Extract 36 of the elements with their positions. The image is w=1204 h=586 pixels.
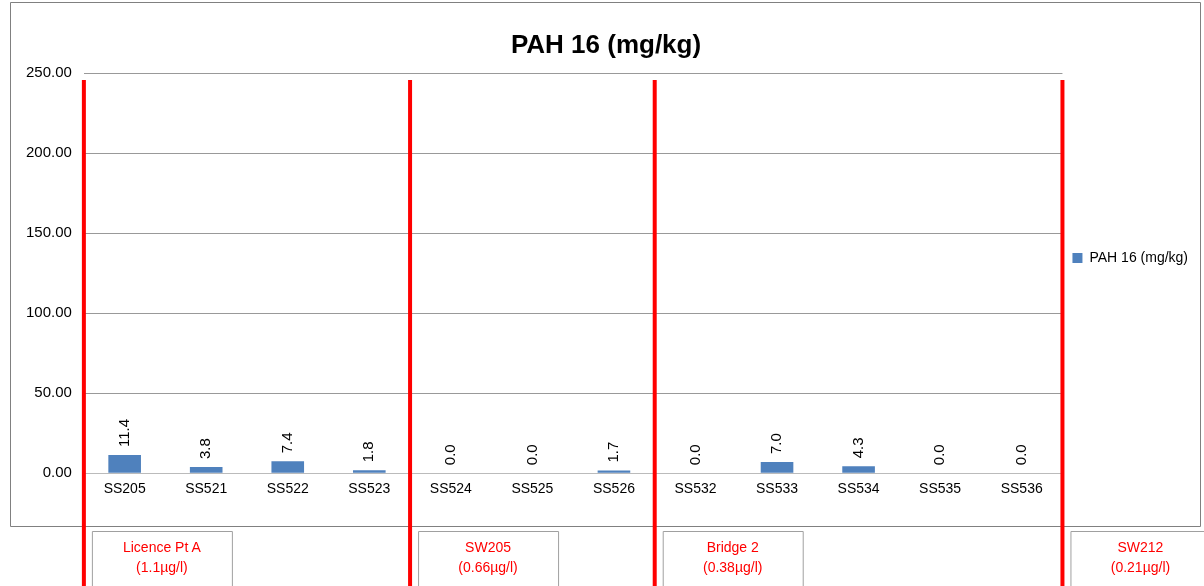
y-tick-label: 250.00 (25, 63, 72, 81)
data-label: 0.0 (522, 444, 540, 466)
x-tick-label: SS522 (266, 480, 309, 497)
y-tick-label: 150.00 (25, 223, 72, 241)
y-tick-label: 100.00 (25, 303, 72, 321)
x-tick-label: SS205 (103, 480, 146, 497)
y-tick-label: 0.00 (42, 463, 72, 481)
text: SW212 (0.21µg/l) (1110, 538, 1171, 575)
legend-label: PAH 16 (mg/kg) (1089, 248, 1188, 265)
text: Licence Pt A (1.1µg/l) (122, 538, 202, 575)
data-label: 1.8 (359, 441, 377, 463)
x-tick-label: SS534 (837, 480, 880, 497)
data-label: 0.0 (685, 444, 703, 466)
x-tick-label: SS535 (919, 480, 962, 497)
data-label: 4.3 (848, 437, 866, 459)
x-tick-label: SS523 (348, 480, 391, 497)
data-label: 7.0 (767, 433, 785, 454)
text: Bridge 2 (0.38µg/l) (703, 538, 763, 575)
data-label: 7.4 (277, 432, 295, 454)
x-tick-label: SS533 (756, 480, 799, 497)
x-tick-label: SS525 (511, 480, 554, 497)
x-tick-label: SS526 (592, 480, 636, 497)
y-tick-label: 50.00 (34, 383, 72, 401)
x-tick-label: SS524 (429, 480, 473, 497)
chart-title: PAH 16 (mg/kg) (510, 28, 702, 59)
data-label: 1.7 (604, 441, 622, 463)
data-label: 0.0 (930, 444, 948, 466)
x-tick-label: SS532 (674, 480, 717, 497)
data-label: 0.0 (440, 444, 458, 466)
x-tick-label: SS536 (1000, 480, 1043, 497)
data-label: 3.8 (196, 438, 214, 460)
data-label: 0.0 (1011, 444, 1029, 466)
y-tick-label: 200.00 (25, 143, 72, 161)
x-tick-label: SS521 (185, 480, 228, 497)
data-label: 11.4 (114, 418, 132, 447)
text: SW205 (0.66µg/l) (458, 538, 518, 575)
